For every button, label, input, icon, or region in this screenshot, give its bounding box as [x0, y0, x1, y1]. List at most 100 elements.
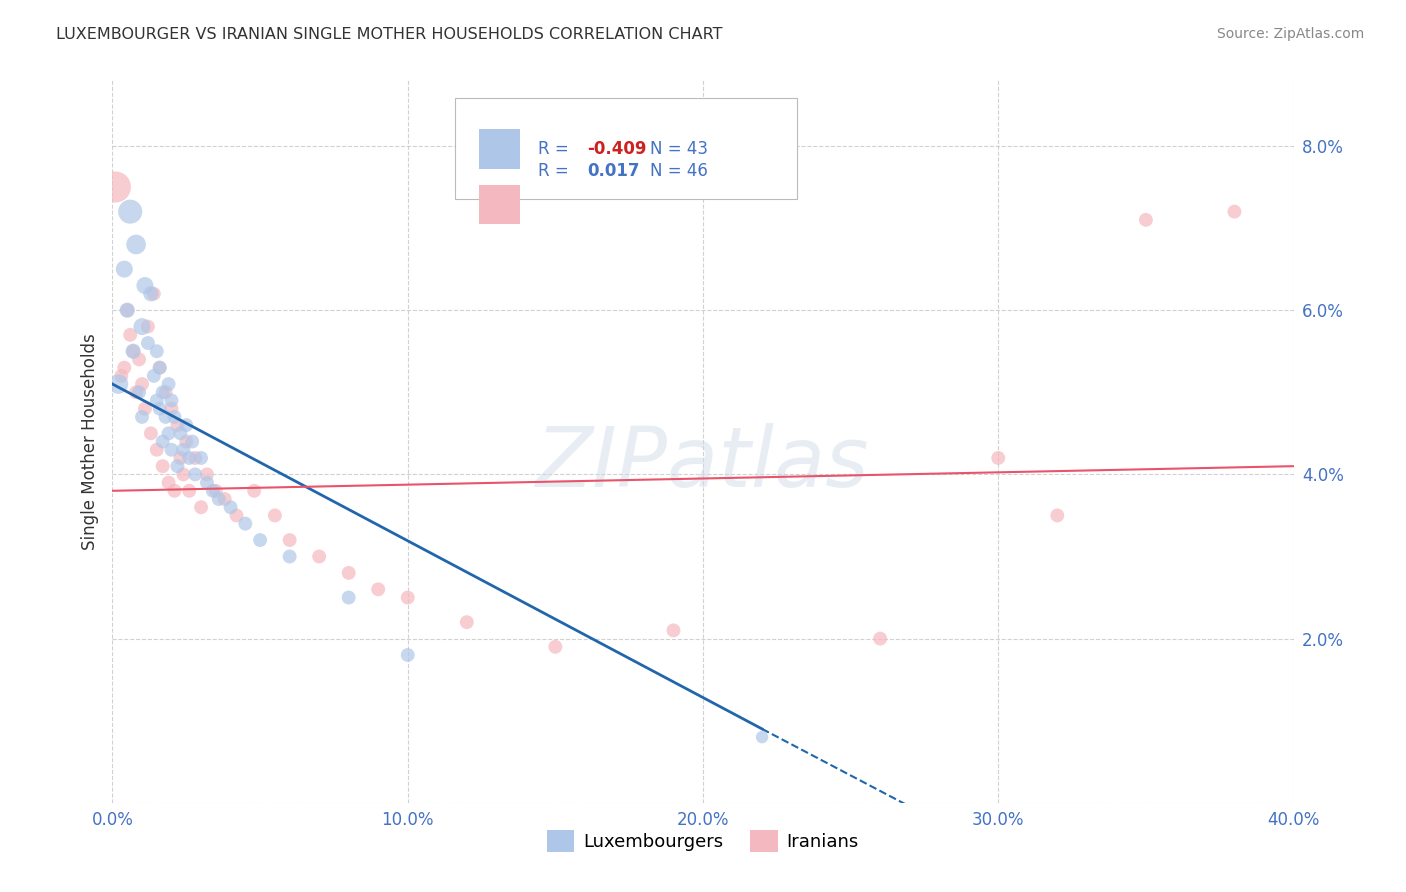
Point: [149, 360, 172, 375]
FancyBboxPatch shape: [478, 129, 520, 169]
Point: [110, 368, 132, 383]
Point: [157, 475, 180, 490]
Point: [139, 426, 162, 441]
Point: [264, 508, 287, 523]
Point: [160, 401, 183, 416]
Point: [278, 533, 301, 547]
FancyBboxPatch shape: [478, 185, 520, 225]
Point: [122, 344, 145, 359]
Point: [104, 180, 127, 194]
Point: [125, 237, 148, 252]
Point: [1135, 212, 1157, 227]
Point: [751, 730, 773, 744]
Point: [166, 459, 188, 474]
Point: [139, 286, 162, 301]
Point: [195, 475, 218, 490]
Point: [122, 344, 145, 359]
Point: [152, 385, 174, 400]
Point: [112, 262, 135, 277]
Point: [169, 450, 191, 465]
Point: [179, 450, 201, 465]
Point: [155, 409, 177, 424]
Legend: Luxembourgers, Iranians: Luxembourgers, Iranians: [540, 822, 866, 859]
Text: N = 43: N = 43: [650, 140, 707, 158]
Point: [146, 344, 169, 359]
Point: [142, 286, 165, 301]
Point: [190, 450, 212, 465]
Point: [174, 434, 197, 449]
Point: [128, 385, 150, 400]
Point: [544, 640, 567, 654]
Point: [160, 393, 183, 408]
Point: [169, 426, 191, 441]
Point: [396, 591, 419, 605]
Point: [120, 204, 142, 219]
Text: LUXEMBOURGER VS IRANIAN SINGLE MOTHER HOUSEHOLDS CORRELATION CHART: LUXEMBOURGER VS IRANIAN SINGLE MOTHER HO…: [56, 27, 723, 42]
Point: [201, 483, 224, 498]
Point: [131, 377, 153, 392]
Text: -0.409: -0.409: [588, 140, 647, 158]
Point: [181, 434, 204, 449]
Point: [142, 368, 165, 383]
Point: [174, 418, 197, 433]
Point: [278, 549, 301, 564]
Point: [117, 303, 138, 318]
Point: [987, 450, 1010, 465]
Point: [107, 377, 129, 392]
Point: [337, 566, 360, 580]
Text: N = 46: N = 46: [650, 162, 707, 180]
Point: [337, 591, 360, 605]
Point: [662, 624, 685, 638]
Point: [195, 467, 218, 482]
Point: [146, 393, 169, 408]
Point: [233, 516, 256, 531]
Point: [184, 467, 207, 482]
Text: ZIPatlas: ZIPatlas: [536, 423, 870, 504]
Point: [120, 327, 142, 342]
Point: [219, 500, 242, 515]
Text: R =: R =: [537, 162, 579, 180]
Point: [128, 352, 150, 367]
Point: [179, 483, 201, 498]
Text: Source: ZipAtlas.com: Source: ZipAtlas.com: [1216, 27, 1364, 41]
Point: [184, 450, 207, 465]
Point: [155, 385, 177, 400]
Point: [456, 615, 478, 630]
Point: [172, 442, 194, 457]
Point: [131, 409, 153, 424]
Point: [117, 303, 138, 318]
Text: 0.017: 0.017: [588, 162, 640, 180]
Point: [160, 442, 183, 457]
Point: [163, 483, 186, 498]
Point: [208, 491, 231, 506]
Point: [149, 360, 172, 375]
Point: [367, 582, 389, 597]
Point: [190, 500, 212, 515]
Point: [152, 434, 174, 449]
Point: [243, 483, 266, 498]
Point: [157, 377, 180, 392]
Point: [308, 549, 330, 564]
Text: R =: R =: [537, 140, 574, 158]
Point: [146, 442, 169, 457]
Point: [214, 491, 236, 506]
Point: [225, 508, 247, 523]
Point: [1046, 508, 1069, 523]
Point: [166, 418, 188, 433]
Point: [396, 648, 419, 662]
Point: [125, 385, 148, 400]
Point: [136, 319, 159, 334]
Point: [131, 319, 153, 334]
Point: [136, 336, 159, 351]
Point: [149, 401, 172, 416]
Point: [157, 426, 180, 441]
Point: [869, 632, 891, 646]
Point: [112, 360, 135, 375]
Point: [172, 467, 194, 482]
Point: [163, 409, 186, 424]
Point: [1223, 204, 1246, 219]
Point: [134, 401, 156, 416]
FancyBboxPatch shape: [456, 98, 797, 200]
Point: [249, 533, 271, 547]
Point: [134, 278, 156, 293]
